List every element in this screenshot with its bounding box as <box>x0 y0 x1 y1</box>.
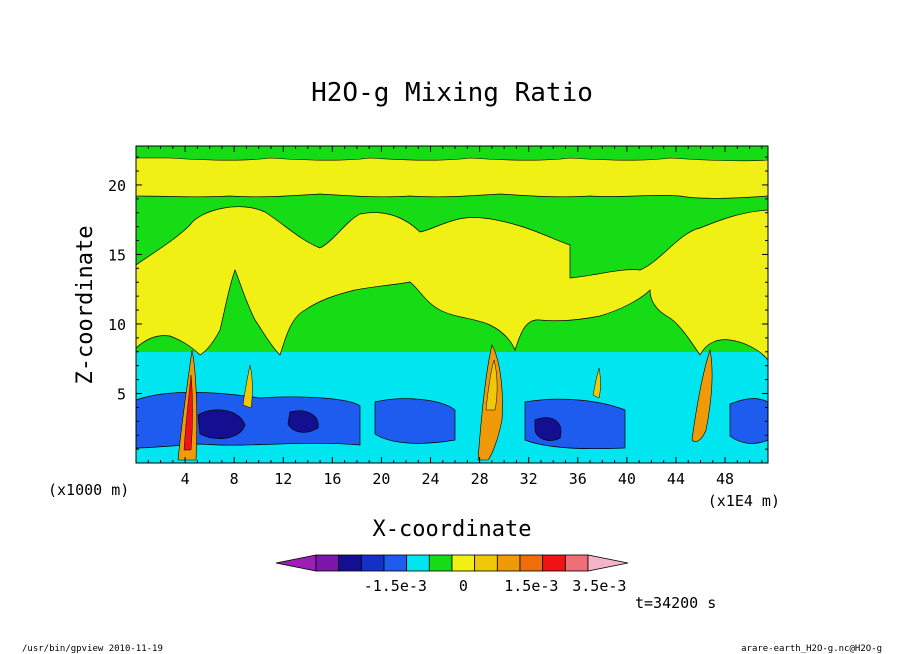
dry-core-1 <box>197 409 246 439</box>
y-tick-label: 10 <box>108 316 126 334</box>
colorbar-swatch <box>519 554 544 572</box>
tower-right <box>691 348 713 442</box>
x-tick-label: 32 <box>520 470 538 488</box>
colorbar-swatch <box>564 554 589 572</box>
top-thin-band <box>136 146 768 162</box>
colorbar-swatch <box>315 554 340 572</box>
upper-moist-plumes <box>136 206 768 361</box>
tower-left-core <box>183 374 193 451</box>
x-tick-label: 8 <box>230 470 239 488</box>
x-unit-right: (x1E4 m) <box>708 492 780 510</box>
colorbar-swatch <box>338 554 362 572</box>
tower-small-2 <box>592 367 601 399</box>
x-tick-label: 28 <box>471 470 489 488</box>
colorbar: -1.5e-3 0 1.5e-3 3.5e-3 <box>275 554 629 595</box>
x-tick-label: 44 <box>667 470 685 488</box>
y-axis-label: Z-coordinate <box>73 226 98 385</box>
x-tick-label: 36 <box>569 470 587 488</box>
x-tick-label: 16 <box>323 470 341 488</box>
footer-right: arare-earth_H2O-g.nc@H2O-g <box>741 644 882 654</box>
dry-core-2 <box>287 410 319 433</box>
y-tick-label: 20 <box>108 177 126 195</box>
x-tick-label: 40 <box>618 470 636 488</box>
plot-area <box>136 146 768 463</box>
tower-mid-core <box>485 359 498 411</box>
x-tick-label: 20 <box>372 470 390 488</box>
colorbar-swatch <box>360 554 385 572</box>
x-tick-label: 24 <box>421 470 439 488</box>
dry-core-3 <box>534 417 562 441</box>
x-tick-label: 12 <box>274 470 292 488</box>
y-axis: 5 10 15 20 <box>108 156 768 450</box>
x-unit-label: (x1000 m) <box>48 481 129 499</box>
y-tick-label: 5 <box>117 385 126 403</box>
x-axis: 4 8 12 16 20 24 28 32 36 40 44 48 <box>135 146 763 488</box>
colorbar-max-arrow <box>587 554 629 572</box>
time-label: t=34200 s <box>635 594 716 612</box>
colorbar-swatch <box>542 554 566 572</box>
chart-title: H2O-g Mixing Ratio <box>311 78 593 108</box>
dry-region-mid <box>374 398 456 444</box>
colorbar-swatch <box>428 554 453 572</box>
x-axis-label: X-coordinate <box>373 517 532 542</box>
tower-small-1 <box>242 364 253 409</box>
colorbar-swatch <box>406 554 430 572</box>
x-tick-label: 48 <box>716 470 734 488</box>
colorbar-label: 1.5e-3 <box>504 577 558 595</box>
dry-region-edge <box>729 398 768 444</box>
colorbar-swatch <box>383 554 408 572</box>
colorbar-swatch <box>496 554 521 572</box>
colorbar-swatch <box>474 554 498 572</box>
x-tick-label: 4 <box>181 470 190 488</box>
colorbar-min-arrow <box>275 554 317 572</box>
colorbar-swatch <box>451 554 476 572</box>
colorbar-label: 0 <box>459 577 468 595</box>
plot-frame <box>135 145 769 464</box>
colorbar-label: -1.5e-3 <box>364 577 427 595</box>
footer-left: /usr/bin/gpview 2010-11-19 <box>22 644 163 654</box>
y-tick-label: 15 <box>108 246 126 264</box>
colorbar-label: 3.5e-3 <box>572 577 626 595</box>
